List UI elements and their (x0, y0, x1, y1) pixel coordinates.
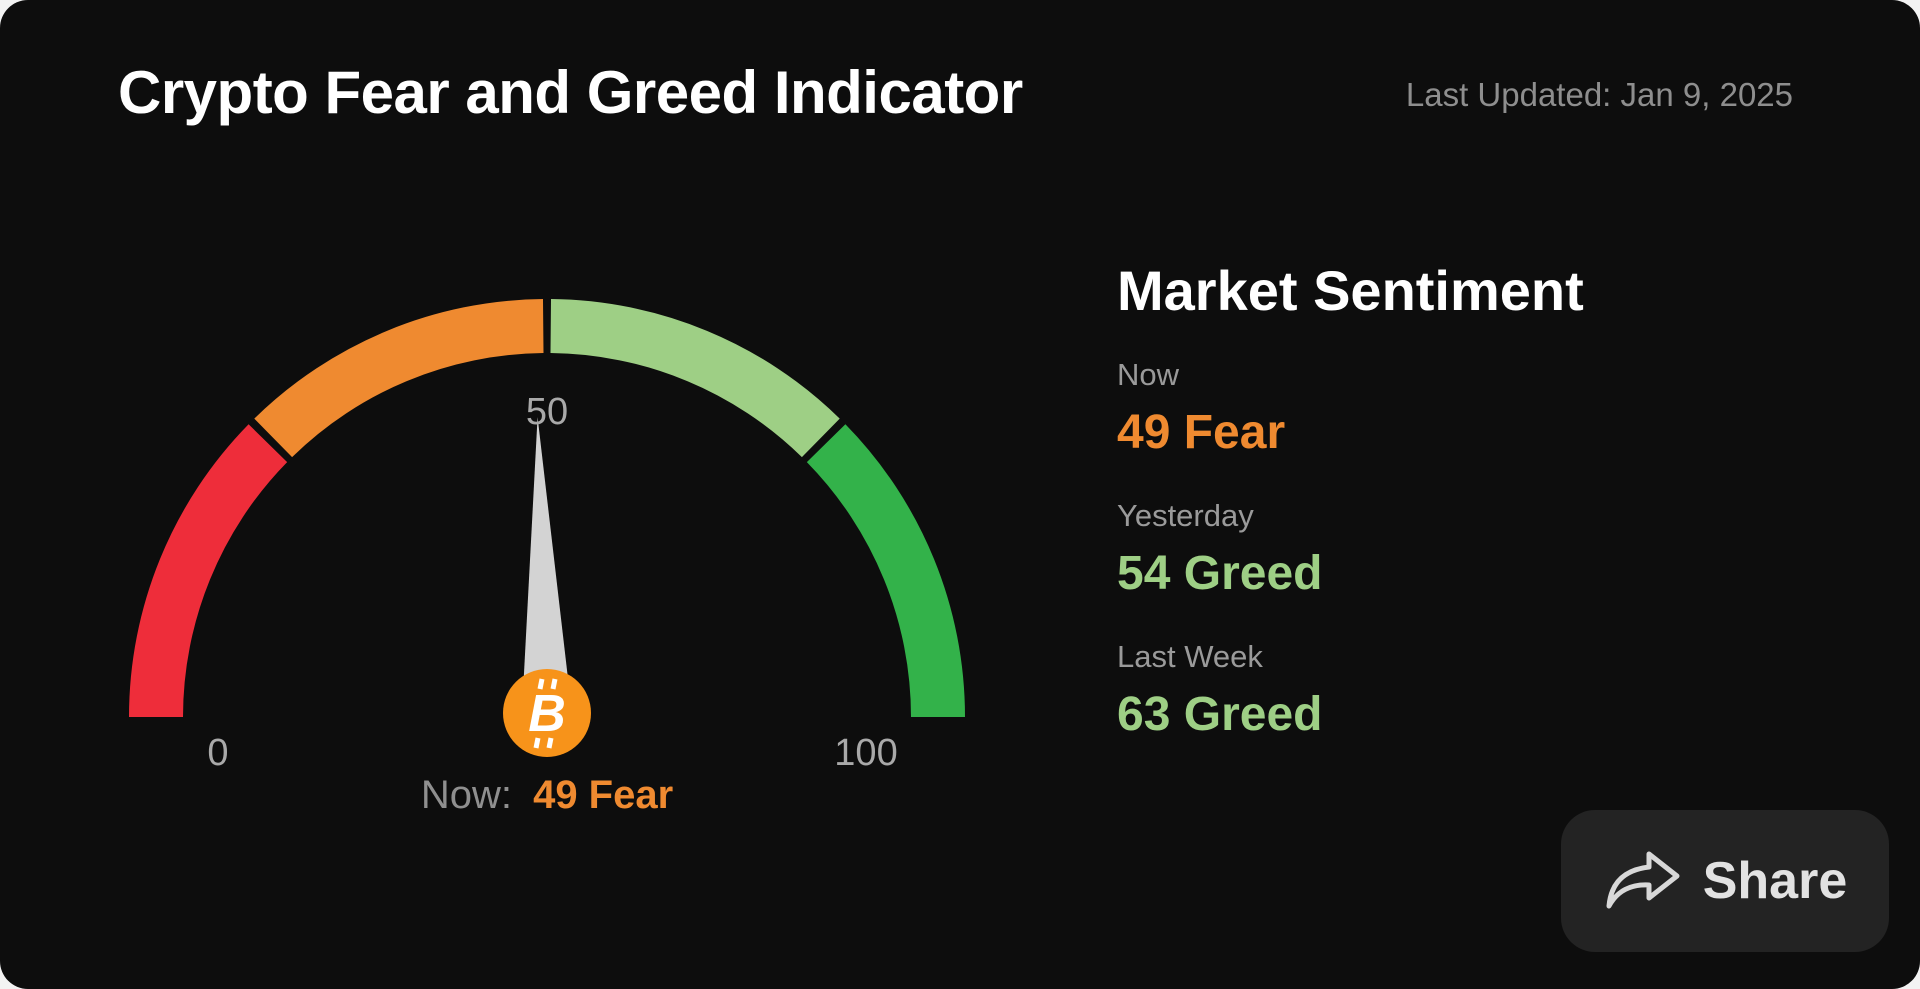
fear-greed-gauge: 0 50 100 B Now: 49 Fear (129, 299, 965, 817)
bitcoin-badge: B (503, 669, 591, 757)
gauge-segment-extreme-fear (129, 424, 288, 717)
gauge-segment-fear (254, 299, 544, 458)
gauge-segment-extreme-greed (806, 424, 965, 717)
tick-label-mid: 50 (526, 391, 568, 433)
now-value: 49 Fear (533, 773, 673, 817)
sentiment-label-now: Now (1117, 357, 1180, 392)
bitcoin-icon: B (528, 685, 566, 743)
now-prefix: Now: (421, 773, 512, 817)
sentiment-label-last-week: Last Week (1117, 639, 1263, 674)
share-label: Share (1702, 852, 1848, 910)
gauge-segments (129, 299, 965, 717)
sentiment-value-last-week: 63 Greed (1117, 688, 1323, 741)
market-sentiment-panel: Market Sentiment Now 49 Fear Yesterday 5… (1117, 258, 1677, 780)
market-sentiment-title: Market Sentiment (1117, 259, 1584, 322)
share-arrow-icon (1606, 851, 1680, 909)
sentiment-label-yesterday: Yesterday (1117, 498, 1254, 533)
share-button[interactable]: Share (1561, 810, 1889, 952)
tick-label-min: 0 (207, 732, 228, 774)
last-updated-text: Last Updated: Jan 9, 2025 (1405, 76, 1793, 113)
gauge-segment-greed (550, 299, 840, 458)
sentiment-value-now: 49 Fear (1117, 406, 1286, 459)
page-title: Crypto Fear and Greed Indicator (118, 59, 1023, 126)
sentiment-value-yesterday: 54 Greed (1117, 547, 1323, 600)
gauge-now-readout: Now: 49 Fear (421, 773, 673, 817)
gauge-needle (523, 417, 568, 678)
tick-label-max: 100 (834, 732, 897, 774)
